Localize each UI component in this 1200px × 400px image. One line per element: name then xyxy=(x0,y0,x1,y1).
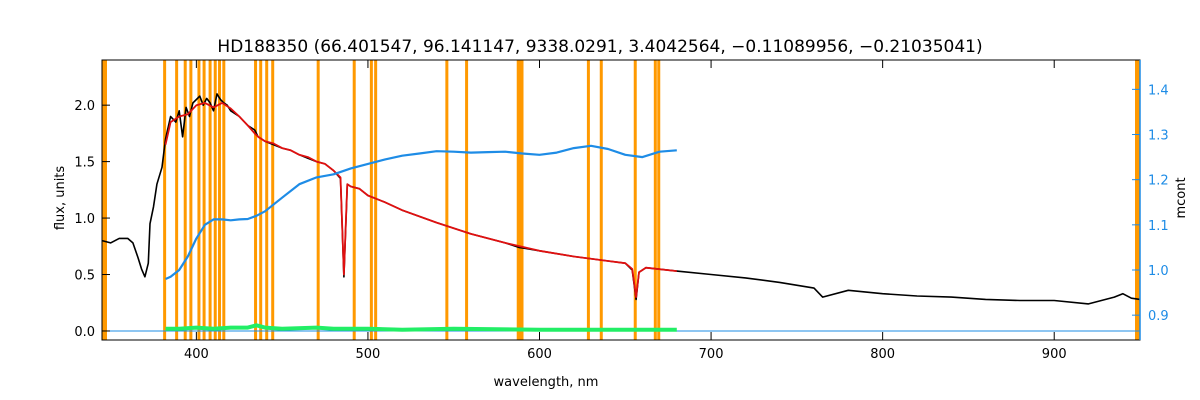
model-series-line xyxy=(164,102,677,299)
y2-tick-label-1: 1.0 xyxy=(1148,264,1169,279)
mask-edge-left xyxy=(102,60,107,340)
observed-series-line xyxy=(101,93,1141,305)
y-tick-label-4: 2.0 xyxy=(74,99,95,114)
mask-edge-right xyxy=(1135,60,1140,340)
y-tick-label-0: 0.0 xyxy=(74,325,95,340)
y-axis-right: 0.9 1.0 1.1 1.2 1.3 1.4 xyxy=(1132,60,1169,340)
plot-frame xyxy=(101,59,1141,341)
residual-series-line xyxy=(165,323,677,332)
y2-tick-label-2: 1.1 xyxy=(1148,219,1169,234)
y2-tick-label-0: 0.9 xyxy=(1148,309,1169,324)
series-group xyxy=(101,93,1141,332)
x-tick-label-800: 800 xyxy=(870,347,895,362)
x-tick-label-900: 900 xyxy=(1042,347,1067,362)
x-tick-label-700: 700 xyxy=(699,347,724,362)
x-tick-label-400: 400 xyxy=(184,347,209,362)
x-tick-label-500: 500 xyxy=(356,347,381,362)
chart-title: HD188350 (66.401547, 96.141147, 9338.029… xyxy=(217,37,982,57)
mask-lines xyxy=(102,60,1140,340)
y-axis-left: 0.0 0.5 1.0 1.5 2.0 xyxy=(74,99,110,340)
y-tick-label-1: 0.5 xyxy=(74,269,95,284)
y-tick-label-2: 1.0 xyxy=(74,212,95,227)
y-axis-label: flux, units xyxy=(53,166,68,231)
y2-tick-label-5: 1.4 xyxy=(1148,83,1169,98)
mcont-series-line xyxy=(165,144,677,281)
x-axis: 400 500 600 700 800 900 xyxy=(184,60,1067,362)
y2-tick-label-4: 1.3 xyxy=(1148,129,1169,144)
x-tick-label-600: 600 xyxy=(527,347,552,362)
y2-tick-label-3: 1.2 xyxy=(1148,174,1169,189)
y2-axis-label: mcont xyxy=(1174,177,1189,218)
y-tick-label-3: 1.5 xyxy=(74,156,95,171)
x-axis-label: wavelength, nm xyxy=(494,375,599,390)
